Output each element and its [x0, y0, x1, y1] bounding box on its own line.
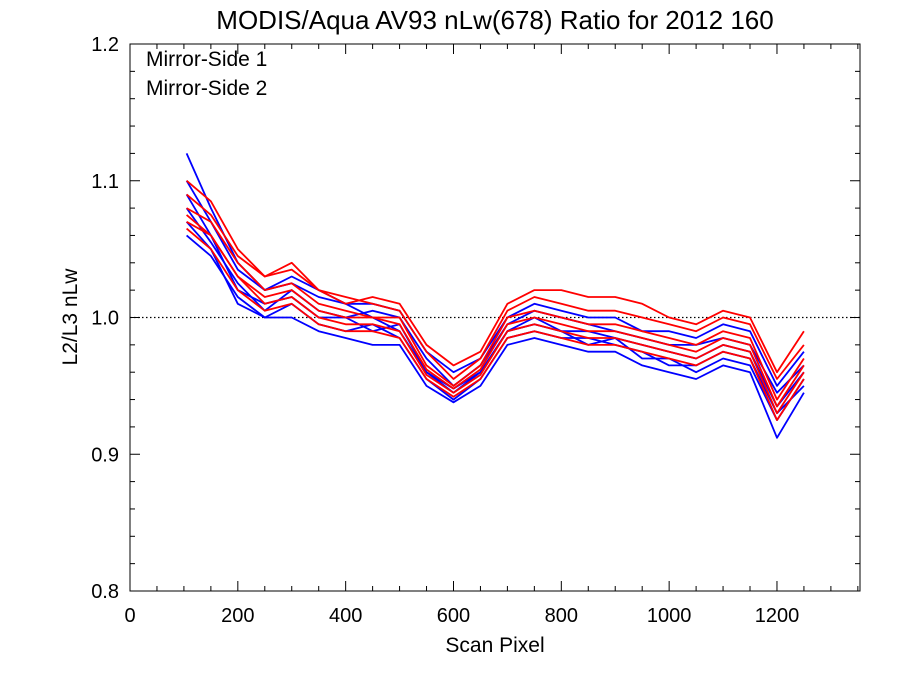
legend-entry-mirror-side-1: Mirror-Side 1 [146, 48, 267, 71]
legend: Mirror-Side 1 Mirror-Side 2 [146, 48, 267, 100]
series-line-7 [186, 207, 805, 401]
x-tick-label: 200 [221, 605, 254, 627]
series-line-4 [185, 207, 805, 422]
series-line-0 [185, 153, 805, 408]
series-layer [185, 153, 805, 439]
x-tick-label: 800 [545, 605, 578, 627]
series-line-5 [186, 234, 805, 439]
legend-entry-mirror-side-2: Mirror-Side 2 [146, 77, 267, 100]
x-tick-label: 1200 [755, 605, 800, 627]
y-tick-label: 1.1 [91, 171, 119, 193]
y-tick-label: 1.0 [91, 308, 119, 330]
x-tick-label: 600 [437, 605, 470, 627]
series-line-8 [186, 221, 805, 415]
x-axis-label: Scan Pixel [445, 634, 544, 657]
plot-frame [129, 43, 861, 592]
axes-layer: 0 200 400 600 800 1000 1200 0.8 0.9 1.0 1.1 1.2 [91, 34, 860, 627]
x-tick-label: 0 [124, 605, 135, 627]
chart-title: MODIS/Aqua AV93 nLw(678) Ratio for 2012 … [216, 5, 773, 35]
series-line-9 [186, 227, 805, 422]
y-axis-label: L2/L3 nLw [59, 268, 82, 366]
series-line-10 [186, 193, 805, 374]
series-line-11 [186, 214, 805, 408]
x-tick-label: 1000 [647, 605, 692, 627]
y-tick-label: 1.2 [91, 34, 119, 56]
y-tick-label: 0.8 [91, 581, 119, 603]
y-tick-label: 0.9 [91, 444, 119, 466]
series-line-6 [186, 180, 805, 380]
x-tick-label: 400 [329, 605, 362, 627]
